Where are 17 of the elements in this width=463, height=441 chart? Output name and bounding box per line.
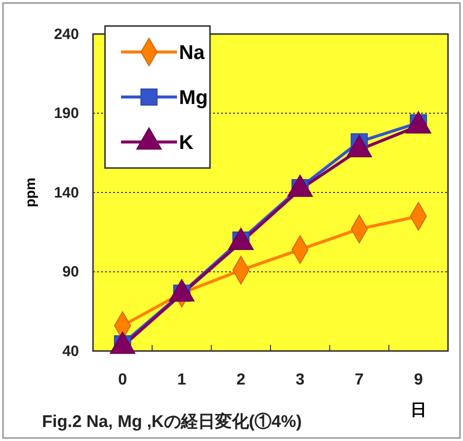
- y-tick-label: 40: [62, 342, 79, 360]
- x-tick-label: 9: [414, 371, 423, 388]
- x-tick-label: 7: [354, 371, 364, 388]
- x-tick-label: 2: [236, 371, 246, 388]
- x-tick-label: 3: [296, 371, 305, 388]
- legend-label: K: [179, 132, 194, 154]
- legend-label: Na: [179, 42, 206, 64]
- x-tick-label: 0: [118, 371, 128, 388]
- y-tick-label: 90: [62, 264, 79, 281]
- y-tick-label: 190: [54, 105, 79, 122]
- x-axis-title: 日: [410, 402, 426, 419]
- legend-label: Mg: [179, 87, 208, 109]
- text: Fig.2 Na, Mg ,Kの経日変化(①4%): [42, 412, 302, 431]
- x-tick-label: 1: [177, 371, 186, 388]
- y-axis-title: ppm: [22, 178, 38, 208]
- y-tick-label: 240: [54, 26, 79, 43]
- y-tick-label: 140: [54, 184, 79, 202]
